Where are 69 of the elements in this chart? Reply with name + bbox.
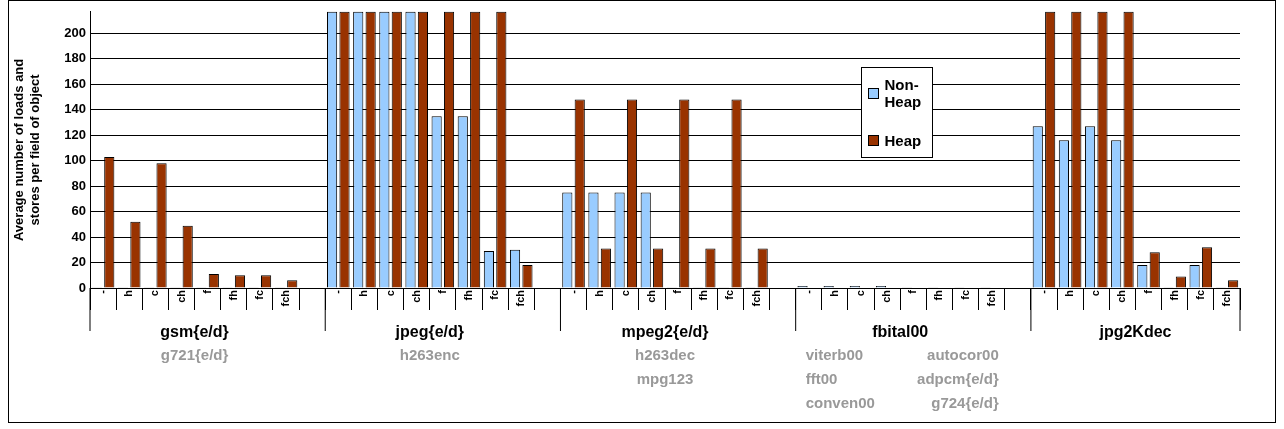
x-tick-label: fh — [1167, 289, 1180, 301]
text: mpeg2{e/d} — [621, 323, 709, 341]
x-tick-label: f — [200, 289, 213, 294]
x-tick-label: fc — [958, 290, 971, 300]
x-tick-label: fh — [226, 289, 239, 301]
y-tick-label: 60 — [71, 203, 86, 219]
y-tick-label: 100 — [64, 152, 86, 168]
x-tick-label: c — [148, 290, 161, 297]
x-tick-label: - — [1037, 289, 1050, 294]
x-tick-label: c — [1089, 290, 1102, 297]
y-tick-label: 0 — [78, 279, 86, 295]
x-tick-label: fc — [488, 290, 501, 300]
x-tick-label: - — [96, 289, 109, 294]
x-tick-label: ch — [409, 289, 422, 303]
y-tick-label: 200 — [64, 25, 86, 41]
x-tick-label: fh — [462, 289, 475, 301]
x-tick-label: fch — [514, 289, 527, 307]
y-tick-label: 120 — [64, 126, 86, 142]
x-tick-label: fh — [697, 289, 710, 301]
text: g721{e/d} — [160, 346, 229, 364]
x-tick-label: h — [1063, 289, 1076, 297]
x-tick-label: h — [592, 289, 605, 297]
x-tick-label: ch — [1115, 289, 1128, 303]
text: h263enc — [399, 346, 460, 364]
x-tick-label: f — [671, 289, 684, 294]
text: viterb00 — [805, 346, 864, 364]
text: mpg123 — [636, 370, 694, 388]
text: adpcm{e/d} — [917, 370, 999, 388]
text: h263dec — [634, 346, 696, 364]
x-tick-label: f — [435, 289, 448, 294]
x-tick-label: fc — [252, 290, 265, 300]
text: g724{e/d} — [931, 394, 999, 412]
x-tick-label: fc — [1193, 290, 1206, 300]
x-tick-label: h — [122, 289, 135, 297]
x-tick-label: h — [357, 289, 370, 297]
legend-label: Heap — [884, 132, 922, 150]
x-tick-label: f — [906, 289, 919, 294]
y-axis-title: Average number of loads and stores per field of object — [11, 58, 42, 242]
x-tick-label: fch — [749, 289, 762, 307]
x-tick-label: ch — [644, 289, 657, 303]
text: autocor00 — [927, 346, 999, 364]
x-tick-label: fch — [279, 289, 292, 307]
x-tick-label: c — [383, 290, 396, 297]
x-tick-label: fch — [1219, 289, 1232, 307]
text: conven00 — [805, 394, 875, 412]
x-tick-label: c — [854, 290, 867, 297]
text: fft00 — [805, 370, 838, 388]
text: jpeg{e/d} — [394, 323, 465, 341]
x-tick-label: - — [566, 289, 579, 294]
y-tick-label: 180 — [64, 50, 86, 66]
x-tick-label: h — [827, 289, 840, 297]
x-tick-label: - — [331, 289, 344, 294]
y-tick-label: 80 — [71, 177, 86, 193]
text: gsm{e/d} — [160, 323, 229, 341]
x-tick-label: fch — [984, 289, 997, 307]
x-tick-label: ch — [174, 289, 187, 303]
y-tick-label: 140 — [64, 101, 86, 117]
text: jpg2Kdec — [1098, 323, 1172, 341]
x-tick-label: - — [801, 289, 814, 294]
x-tick-label: c — [618, 290, 631, 297]
y-tick-label: 20 — [71, 254, 86, 270]
x-tick-label: fc — [723, 290, 736, 300]
x-tick-label: f — [1141, 289, 1154, 294]
y-tick-label: 40 — [71, 228, 86, 244]
x-tick-label: fh — [932, 289, 945, 301]
y-tick-label: 160 — [64, 75, 86, 91]
x-tick-label: ch — [880, 289, 893, 303]
text: fbital00 — [872, 323, 929, 341]
legend-label: Non-Heap — [884, 76, 923, 111]
